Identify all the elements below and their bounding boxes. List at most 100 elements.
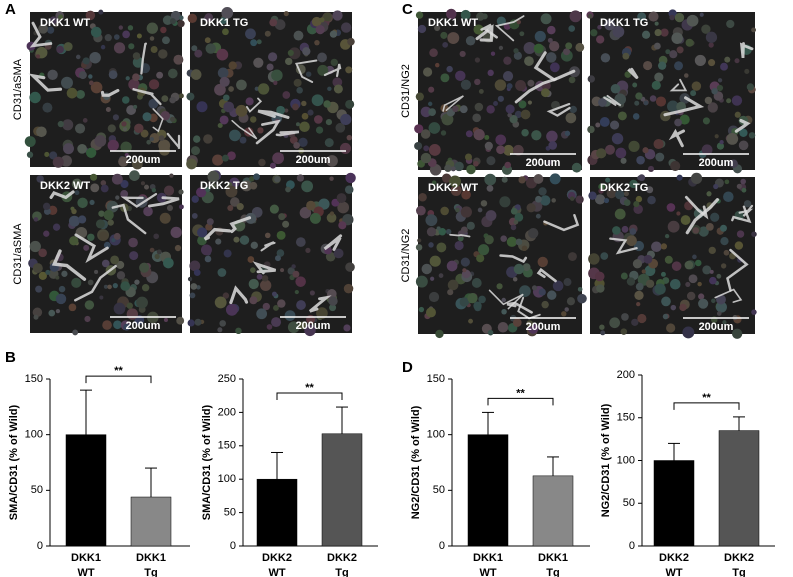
cell-texture bbox=[651, 80, 661, 90]
cell-texture bbox=[686, 14, 699, 27]
cell-texture bbox=[253, 173, 260, 181]
cell-texture bbox=[697, 281, 702, 287]
cell-texture bbox=[276, 105, 286, 115]
cell-texture bbox=[563, 278, 572, 287]
cell-texture bbox=[540, 195, 551, 206]
cell-texture bbox=[435, 62, 440, 68]
cell-texture bbox=[634, 100, 640, 106]
cell-texture bbox=[311, 16, 322, 27]
cell-texture bbox=[35, 285, 43, 293]
scale-label: 200um bbox=[296, 320, 331, 332]
cell-texture bbox=[552, 280, 564, 292]
cell-texture bbox=[740, 178, 747, 185]
cell-texture bbox=[487, 69, 494, 77]
cell-texture bbox=[647, 195, 656, 205]
vessel bbox=[229, 285, 249, 305]
cell-texture bbox=[701, 144, 713, 156]
cell-texture bbox=[311, 94, 324, 107]
cell-texture bbox=[623, 191, 629, 197]
cell-texture bbox=[417, 24, 427, 34]
cell-texture bbox=[158, 135, 165, 141]
bar bbox=[65, 434, 107, 547]
cell-texture bbox=[577, 293, 587, 304]
cell-texture bbox=[478, 89, 484, 94]
cell-texture bbox=[420, 152, 432, 164]
cell-texture bbox=[150, 46, 158, 54]
cell-texture bbox=[225, 185, 238, 198]
row-label: CD31/aSMA bbox=[12, 58, 24, 120]
vessel bbox=[731, 205, 752, 224]
cell-texture bbox=[679, 114, 690, 125]
vessel bbox=[29, 21, 53, 48]
significance-label: ** bbox=[114, 365, 123, 377]
cell-texture bbox=[736, 230, 745, 238]
cell-texture bbox=[249, 116, 257, 123]
cell-texture bbox=[167, 68, 178, 79]
cell-texture bbox=[345, 172, 356, 184]
cell-texture bbox=[222, 292, 230, 299]
cell-texture bbox=[291, 264, 296, 269]
cell-texture bbox=[38, 23, 49, 34]
cell-texture bbox=[133, 104, 138, 109]
row-label: CD31/NG2 bbox=[400, 229, 412, 283]
cell-texture bbox=[716, 142, 725, 150]
cell-texture bbox=[187, 276, 193, 282]
cell-texture bbox=[707, 102, 718, 113]
cell-texture bbox=[293, 78, 302, 87]
cell-texture bbox=[670, 304, 677, 311]
cell-texture bbox=[690, 90, 697, 97]
cell-texture bbox=[298, 321, 307, 330]
cell-texture bbox=[676, 211, 681, 216]
cell-texture bbox=[598, 188, 604, 194]
cell-texture bbox=[495, 134, 507, 146]
vessel bbox=[684, 195, 709, 220]
cell-texture bbox=[292, 270, 300, 278]
cell-texture bbox=[241, 180, 252, 192]
cell-texture bbox=[684, 260, 694, 270]
cell-texture bbox=[331, 198, 340, 207]
cell-texture bbox=[338, 221, 347, 230]
cell-texture bbox=[588, 253, 600, 265]
cell-texture bbox=[626, 235, 637, 247]
cell-texture bbox=[273, 305, 279, 311]
cell-texture bbox=[295, 276, 306, 287]
cell-texture bbox=[473, 24, 484, 35]
cell-texture bbox=[519, 31, 525, 37]
vessel bbox=[546, 102, 571, 117]
vessel bbox=[543, 213, 580, 232]
cell-texture bbox=[694, 259, 702, 267]
cell-texture bbox=[497, 321, 509, 333]
y-tick-label: 0 bbox=[629, 540, 635, 552]
cell-texture bbox=[628, 140, 640, 152]
cell-texture bbox=[264, 30, 271, 37]
cell-texture bbox=[89, 199, 95, 205]
cell-texture bbox=[302, 47, 311, 56]
cell-texture bbox=[287, 321, 300, 334]
cell-texture bbox=[88, 74, 93, 79]
y-tick-label: 50 bbox=[623, 497, 635, 509]
vessel bbox=[499, 254, 528, 264]
cell-texture bbox=[531, 285, 538, 291]
cell-texture bbox=[596, 35, 605, 44]
vessel bbox=[609, 237, 638, 255]
micrograph: DKK2 TG 200um bbox=[187, 170, 356, 337]
cell-texture bbox=[325, 118, 333, 126]
cell-texture bbox=[219, 17, 227, 25]
image-label: DKK2 TG bbox=[200, 180, 248, 192]
cell-texture bbox=[120, 190, 129, 198]
cell-texture bbox=[724, 179, 730, 185]
cell-texture bbox=[635, 282, 644, 291]
cell-texture bbox=[113, 232, 121, 240]
scale-label: 200um bbox=[126, 154, 161, 166]
cell-texture bbox=[713, 183, 719, 190]
cell-texture bbox=[524, 56, 534, 66]
cell-texture bbox=[285, 186, 291, 193]
panel-letter: B bbox=[5, 349, 16, 366]
cell-texture bbox=[227, 151, 236, 161]
cell-texture bbox=[709, 269, 714, 274]
cell-texture bbox=[473, 301, 482, 310]
cell-texture bbox=[221, 154, 229, 162]
vessel bbox=[603, 94, 622, 107]
vessel bbox=[231, 119, 258, 140]
cell-texture bbox=[337, 201, 350, 214]
